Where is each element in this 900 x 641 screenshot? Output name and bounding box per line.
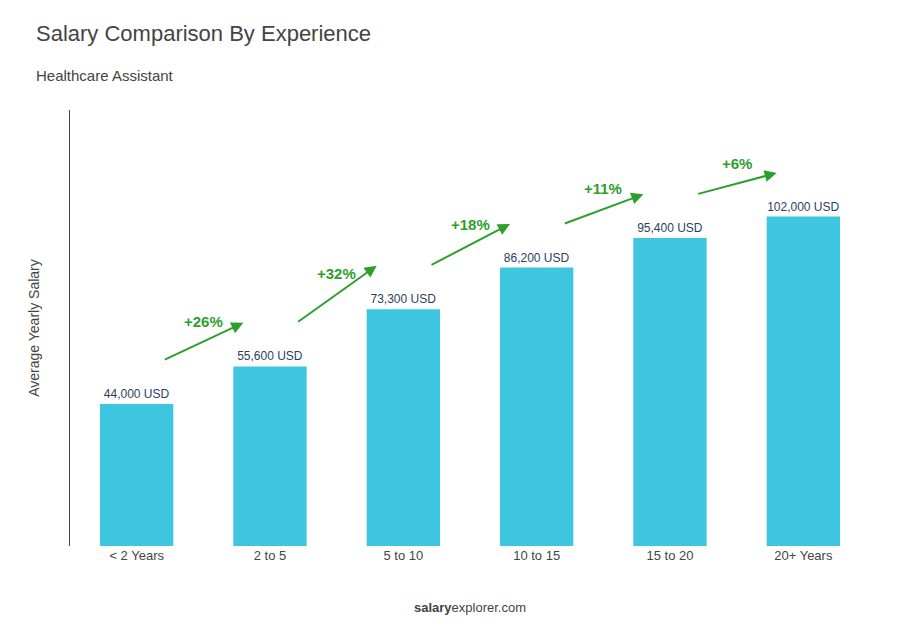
svg-text:salaryexplorer.com: salaryexplorer.com [414,600,526,615]
svg-text:Average Yearly Salary: Average Yearly Salary [26,259,42,397]
svg-text:+6%: +6% [722,155,752,172]
svg-text:< 2 Years: < 2 Years [109,548,164,563]
svg-text:86,200 USD: 86,200 USD [504,251,570,265]
svg-text:20+ Years: 20+ Years [774,548,833,563]
svg-text:73,300 USD: 73,300 USD [370,292,436,306]
svg-text:55,600 USD: 55,600 USD [237,349,303,363]
svg-text:Healthcare Assistant: Healthcare Assistant [36,67,174,84]
svg-text:95,400 USD: 95,400 USD [637,221,703,235]
svg-text:5 to 10: 5 to 10 [383,548,423,563]
svg-text:44,000 USD: 44,000 USD [104,387,170,401]
svg-text:2 to 5: 2 to 5 [254,548,287,563]
svg-text:+11%: +11% [584,180,622,197]
svg-text:15 to 20: 15 to 20 [647,548,694,563]
svg-text:102,000 USD: 102,000 USD [767,200,839,214]
svg-text:10 to 15: 10 to 15 [513,548,560,563]
svg-text:+32%: +32% [317,265,356,282]
svg-text:Salary Comparison By Experienc: Salary Comparison By Experience [36,21,371,46]
svg-text:+18%: +18% [451,216,490,233]
svg-text:+26%: +26% [184,313,223,330]
